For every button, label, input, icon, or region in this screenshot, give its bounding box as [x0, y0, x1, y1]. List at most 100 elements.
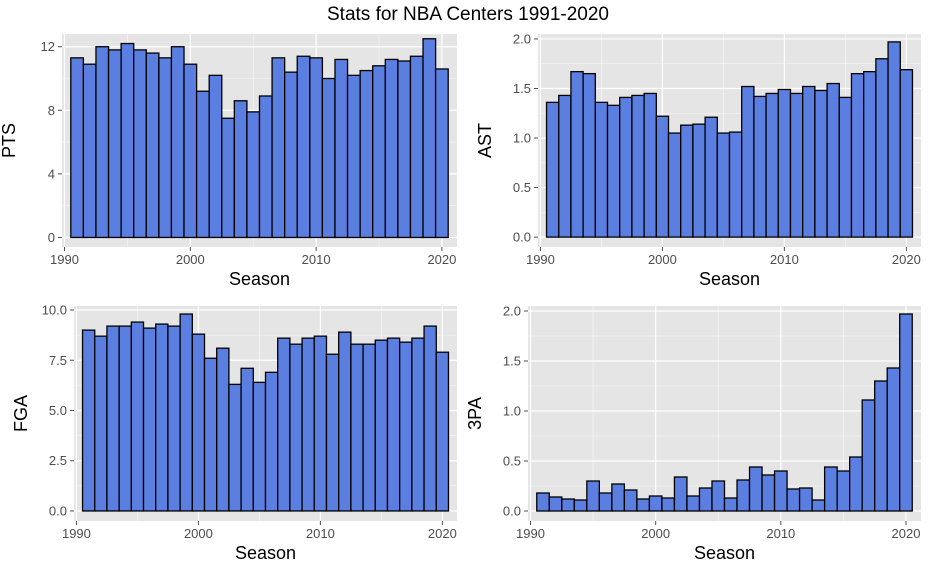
bar — [411, 337, 425, 512]
bar — [94, 335, 108, 512]
bar — [133, 49, 147, 239]
x-tick-label: 2010 — [766, 526, 795, 541]
bar — [899, 313, 913, 512]
bar — [346, 74, 361, 239]
bar — [573, 499, 588, 512]
bar — [704, 116, 718, 238]
y-tick-label: 1.0 — [503, 404, 521, 419]
bar — [183, 63, 198, 239]
bar — [203, 357, 218, 512]
y-tick-label: 10.0 — [42, 303, 67, 318]
bar — [374, 339, 389, 512]
bar — [216, 347, 230, 512]
bar — [191, 333, 206, 512]
bar — [81, 329, 96, 512]
bar — [887, 41, 901, 238]
y-tick-label: 2.0 — [513, 31, 531, 46]
bar — [838, 96, 853, 238]
bar — [741, 85, 755, 238]
x-tick-label: 2000 — [641, 526, 670, 541]
x-tick-label: 2000 — [176, 252, 205, 267]
x-tick-label: 2010 — [302, 252, 331, 267]
bar — [753, 95, 767, 238]
x-axis-label: Season — [229, 269, 290, 289]
bar — [435, 351, 450, 512]
bar — [631, 94, 645, 238]
bar — [118, 325, 132, 512]
bar — [586, 480, 600, 512]
bar — [716, 132, 731, 238]
chart-panel-3pa: 0.0 0.5 1.0 1.5 2.0 1990 2000 2010 2020 Season 3PA — [465, 304, 921, 563]
bar — [723, 497, 738, 512]
y-tick-label: 0.0 — [513, 230, 531, 245]
bar — [325, 353, 340, 512]
bar — [886, 367, 901, 512]
bar — [179, 313, 193, 512]
bar — [107, 49, 122, 239]
bar — [362, 343, 376, 512]
bar — [863, 70, 877, 238]
bar — [798, 487, 813, 512]
bar — [384, 58, 399, 239]
bar — [434, 68, 449, 239]
x-tick-label: 2020 — [892, 526, 921, 541]
bar — [773, 470, 788, 512]
y-tick-label: 12 — [41, 39, 55, 54]
bar — [277, 337, 291, 512]
x-axis-label: Season — [699, 269, 760, 289]
bar — [158, 57, 173, 239]
x-axis-label: Season — [235, 543, 296, 563]
bar — [95, 46, 110, 239]
y-tick-label: 7.5 — [49, 353, 67, 368]
bar — [120, 42, 135, 239]
bar — [228, 383, 242, 512]
y-tick-label: 0 — [48, 230, 55, 245]
bar — [874, 380, 888, 512]
bar — [582, 72, 596, 238]
bar — [284, 71, 298, 239]
y-axis-label: AST — [475, 123, 495, 158]
bar — [536, 492, 550, 512]
bar — [422, 38, 437, 239]
bar — [558, 94, 572, 238]
bar — [208, 74, 223, 239]
y-axis-label: 3PA — [465, 397, 485, 430]
bar — [823, 466, 838, 512]
y-axis-label: PTS — [0, 123, 19, 158]
x-tick-label: 2020 — [428, 526, 457, 541]
bar — [289, 343, 303, 512]
bar — [167, 325, 181, 512]
bar — [692, 123, 706, 238]
bar — [875, 58, 889, 238]
bar — [221, 117, 235, 239]
y-tick-label: 0.5 — [513, 180, 531, 195]
bar — [786, 488, 801, 512]
bar — [145, 52, 160, 239]
bar — [130, 321, 145, 512]
bar — [545, 101, 560, 238]
bar — [321, 77, 336, 239]
bar — [673, 476, 688, 512]
bar — [606, 104, 621, 238]
bar — [240, 367, 254, 512]
bar — [611, 483, 626, 512]
bar — [338, 331, 352, 512]
bar — [170, 46, 185, 239]
bar — [309, 57, 324, 239]
y-tick-label: 0.0 — [503, 504, 521, 519]
bar — [623, 489, 638, 512]
y-tick-label: 0.5 — [503, 454, 521, 469]
y-tick-label: 5.0 — [49, 403, 67, 418]
y-tick-label: 2.0 — [503, 304, 521, 319]
bar — [570, 70, 584, 238]
bar — [850, 72, 865, 238]
bar — [686, 495, 701, 512]
bar — [761, 474, 776, 512]
bar — [106, 325, 120, 512]
bar — [397, 60, 412, 239]
bar — [636, 498, 651, 512]
bar — [423, 325, 437, 512]
figure-title: Stats for NBA Centers 1991-2020 — [327, 4, 609, 25]
